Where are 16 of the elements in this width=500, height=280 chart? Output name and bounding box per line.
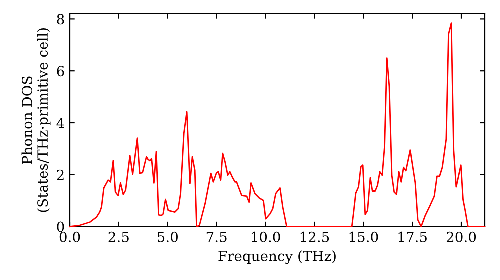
y-tick-label: 2 bbox=[57, 170, 64, 180]
x-tick-label: 5.0 bbox=[158, 232, 178, 242]
x-tick-label: 17.5 bbox=[398, 232, 427, 242]
y-axis-title: Phonon DOS (States/THz·primitive cell) bbox=[22, 28, 51, 212]
x-tick-label: 12.5 bbox=[300, 232, 330, 242]
y-tick-label: 6 bbox=[57, 66, 64, 77]
y-tick-label: 8 bbox=[57, 14, 64, 25]
x-tick-label: 20.0 bbox=[446, 232, 476, 242]
x-tick-label: 15.0 bbox=[350, 232, 378, 242]
x-axis-title: Frequency (THz) bbox=[218, 250, 336, 264]
y-tick-label: 0 bbox=[57, 222, 64, 232]
x-tick-label: 7.5 bbox=[206, 232, 227, 242]
x-tick-label: 0.0 bbox=[60, 232, 80, 242]
y-tick-label: 4 bbox=[56, 118, 64, 128]
x-tick-label: 2.5 bbox=[108, 232, 129, 242]
x-tick-label: 10.0 bbox=[252, 232, 280, 242]
